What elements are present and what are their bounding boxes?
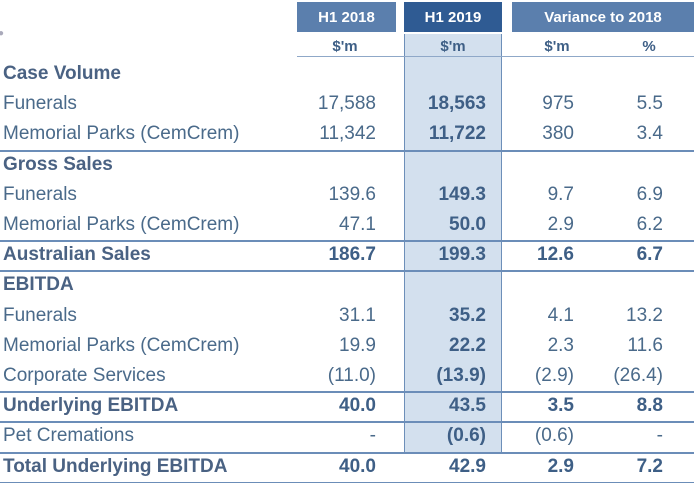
- value-h1-2019: 42.9: [449, 455, 486, 477]
- unit-h1-2018: $'m: [332, 38, 358, 55]
- divider-total-top: [0, 452, 694, 454]
- value-variance-pct: 6.7: [636, 244, 663, 266]
- value-variance-pct: (26.4): [613, 365, 663, 386]
- value-h1-2019: (13.9): [436, 365, 486, 386]
- value-variance-m: (2.9): [534, 365, 574, 386]
- value-variance-pct: 6.2: [636, 214, 663, 235]
- value-h1-2019: 199.3: [438, 244, 486, 266]
- value-h1-2019: 18,563: [427, 93, 486, 115]
- h1-2019-column-highlight: [404, 34, 502, 454]
- row-label: Australian Sales: [3, 244, 151, 266]
- row-label: Funerals: [3, 93, 77, 115]
- value-h1-2018: 19.9: [339, 334, 376, 356]
- value-h1-2018: 11,342: [319, 123, 376, 145]
- row-label: Corporate Services: [3, 365, 166, 386]
- value-variance-m: 380: [542, 123, 574, 145]
- divider-gross-sales-top: [0, 240, 694, 242]
- value-h1-2019: (0.6): [446, 425, 486, 447]
- row-label: Total Underlying EBITDA: [3, 455, 228, 477]
- value-variance-m: 975: [542, 93, 574, 115]
- section-label: Gross Sales: [3, 153, 113, 175]
- value-h1-2018: 31.1: [339, 304, 376, 326]
- value-variance-m: 9.7: [547, 183, 574, 205]
- value-h1-2019: 11,722: [428, 123, 486, 145]
- value-h1-2019: 22.2: [449, 334, 486, 356]
- value-variance-pct: 6.9: [636, 183, 663, 205]
- table-row: Australian Sales 186.7 199.3 12.6 6.7: [0, 240, 694, 270]
- value-h1-2018: 186.7: [328, 244, 376, 266]
- section-label: Case Volume: [3, 63, 121, 84]
- value-variance-pct: 7.2: [636, 455, 663, 477]
- table-row: Memorial Parks (CemCrem) 19.9 22.2 2.3 11.6: [0, 331, 694, 361]
- value-variance-m: (0.6): [534, 425, 574, 447]
- value-variance-m: 2.9: [547, 214, 574, 235]
- divider-case-volume: [0, 150, 694, 152]
- value-h1-2018: (11.0): [327, 365, 376, 386]
- row-label: Underlying EBITDA: [3, 395, 179, 417]
- value-h1-2018: 40.0: [339, 395, 376, 417]
- row-label: Pet Cremations: [3, 425, 134, 447]
- row-label: Funerals: [3, 183, 77, 205]
- value-variance-m: 2.3: [547, 334, 574, 356]
- table-row: Pet Cremations - (0.6) (0.6) -: [0, 421, 694, 451]
- table-row: Corporate Services (11.0) (13.9) (2.9) (26.4…: [0, 361, 694, 391]
- section-row: EBITDA: [0, 270, 694, 300]
- value-h1-2018: 40.0: [339, 455, 376, 477]
- table-row: Funerals 17,588 18,563 975 5.5: [0, 89, 694, 119]
- value-h1-2018: 139.6: [328, 183, 376, 205]
- unit-h1-2019: $'m: [440, 38, 466, 55]
- value-variance-pct: 13.2: [626, 304, 663, 326]
- value-h1-2019: 35.2: [449, 304, 486, 326]
- value-h1-2019: 149.3: [438, 183, 486, 205]
- unit-variance-m: $'m: [544, 38, 570, 55]
- table-row: Funerals 31.1 35.2 4.1 13.2: [0, 301, 694, 331]
- value-h1-2018: 17,588: [317, 93, 376, 115]
- table-row: Memorial Parks (CemCrem) 47.1 50.0 2.9 6.2: [0, 210, 694, 240]
- value-variance-m: 3.5: [547, 395, 574, 417]
- row-label: Memorial Parks (CemCrem): [3, 123, 240, 145]
- section-row: Case Volume: [0, 59, 694, 89]
- value-variance-pct: 5.5: [636, 93, 663, 115]
- section-row: Gross Sales: [0, 150, 694, 180]
- value-variance-m: 4.1: [547, 304, 574, 326]
- value-h1-2019: 43.5: [449, 395, 486, 417]
- header-h1-2018: H1 2018: [297, 2, 396, 32]
- row-label: Funerals: [3, 304, 77, 326]
- table-row: Underlying EBITDA 40.0 43.5 3.5 8.8: [0, 391, 694, 421]
- table-row: Total Underlying EBITDA 40.0 42.9 2.9 7.2: [0, 452, 694, 482]
- value-h1-2019: 50.0: [449, 214, 486, 235]
- row-label: Memorial Parks (CemCrem): [3, 334, 240, 356]
- table-row: Funerals 139.6 149.3 9.7 6.9: [0, 180, 694, 210]
- header-variance: Variance to 2018: [512, 2, 694, 32]
- value-h1-2018: -: [369, 425, 376, 447]
- value-variance-pct: 3.4: [636, 123, 663, 145]
- unit-variance-pct: %: [642, 38, 656, 55]
- table-row: Memorial Parks (CemCrem) 11,342 11,722 380 3…: [0, 119, 694, 149]
- value-h1-2018: 47.1: [339, 214, 376, 235]
- divider-australian-sales: [0, 270, 694, 272]
- header-rule: [297, 56, 694, 57]
- row-label: Memorial Parks (CemCrem): [3, 214, 240, 235]
- value-variance-m: 2.9: [547, 455, 574, 477]
- divider-underlying-bottom: [0, 421, 694, 423]
- value-variance-pct: 8.8: [636, 395, 663, 417]
- marker-dot: ●: [0, 28, 5, 39]
- section-label: EBITDA: [3, 274, 74, 296]
- value-variance-m: 12.6: [537, 244, 574, 266]
- value-variance-pct: -: [656, 425, 663, 447]
- header-h1-2019: H1 2019: [404, 2, 502, 32]
- divider-underlying-top: [0, 391, 694, 393]
- value-variance-pct: 11.6: [627, 334, 663, 356]
